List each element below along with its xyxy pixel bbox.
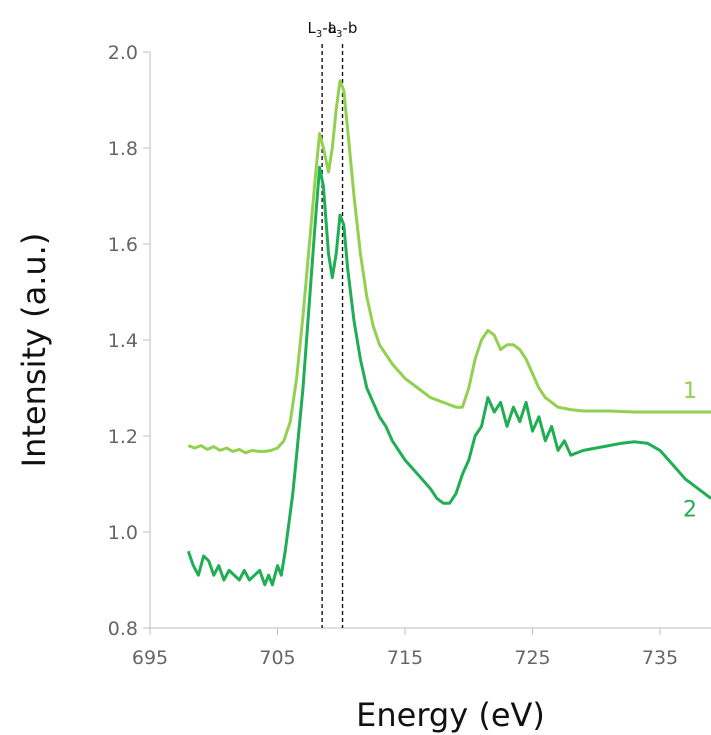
y-tick-label: 1.0 — [108, 522, 138, 544]
y-axis-ticks: 0.8 1.0 1.2 1.4 1.6 1.8 2.0 — [108, 42, 150, 640]
y-tick-label: 0.8 — [108, 618, 138, 640]
y-tick-label: 2.0 — [108, 42, 138, 64]
x-tick-label: 735 — [642, 647, 678, 669]
x-tick-label: 695 — [132, 647, 168, 669]
series-1-label: 1 — [683, 379, 697, 404]
series-layer: 12 — [186, 79, 711, 587]
y-axis-title: Intensity (a.u.) — [15, 233, 53, 468]
y-tick-label: 1.4 — [108, 330, 138, 352]
x-axis-title: Energy (eV) — [356, 696, 545, 734]
x-tick-label: 715 — [387, 647, 423, 669]
x-tick-label: 725 — [514, 647, 550, 669]
series-2-line — [186, 165, 711, 587]
series-1-line — [187, 79, 711, 455]
marker-l3b-label: L3-b — [328, 19, 358, 40]
axes: 0.8 1.0 1.2 1.4 1.6 1.8 2.0 695 705 715 725 735 — [108, 42, 711, 669]
series-2-label: 2 — [683, 497, 697, 522]
x-axis-ticks: 695 705 715 725 735 — [132, 628, 678, 669]
y-tick-label: 1.8 — [108, 138, 138, 160]
x-tick-label: 705 — [259, 647, 295, 669]
peak-markers: L3-aL3-b — [307, 19, 357, 628]
y-tick-label: 1.2 — [108, 426, 138, 448]
marker-l3a-label: L3-a — [307, 19, 336, 40]
y-tick-label: 1.6 — [108, 234, 138, 256]
